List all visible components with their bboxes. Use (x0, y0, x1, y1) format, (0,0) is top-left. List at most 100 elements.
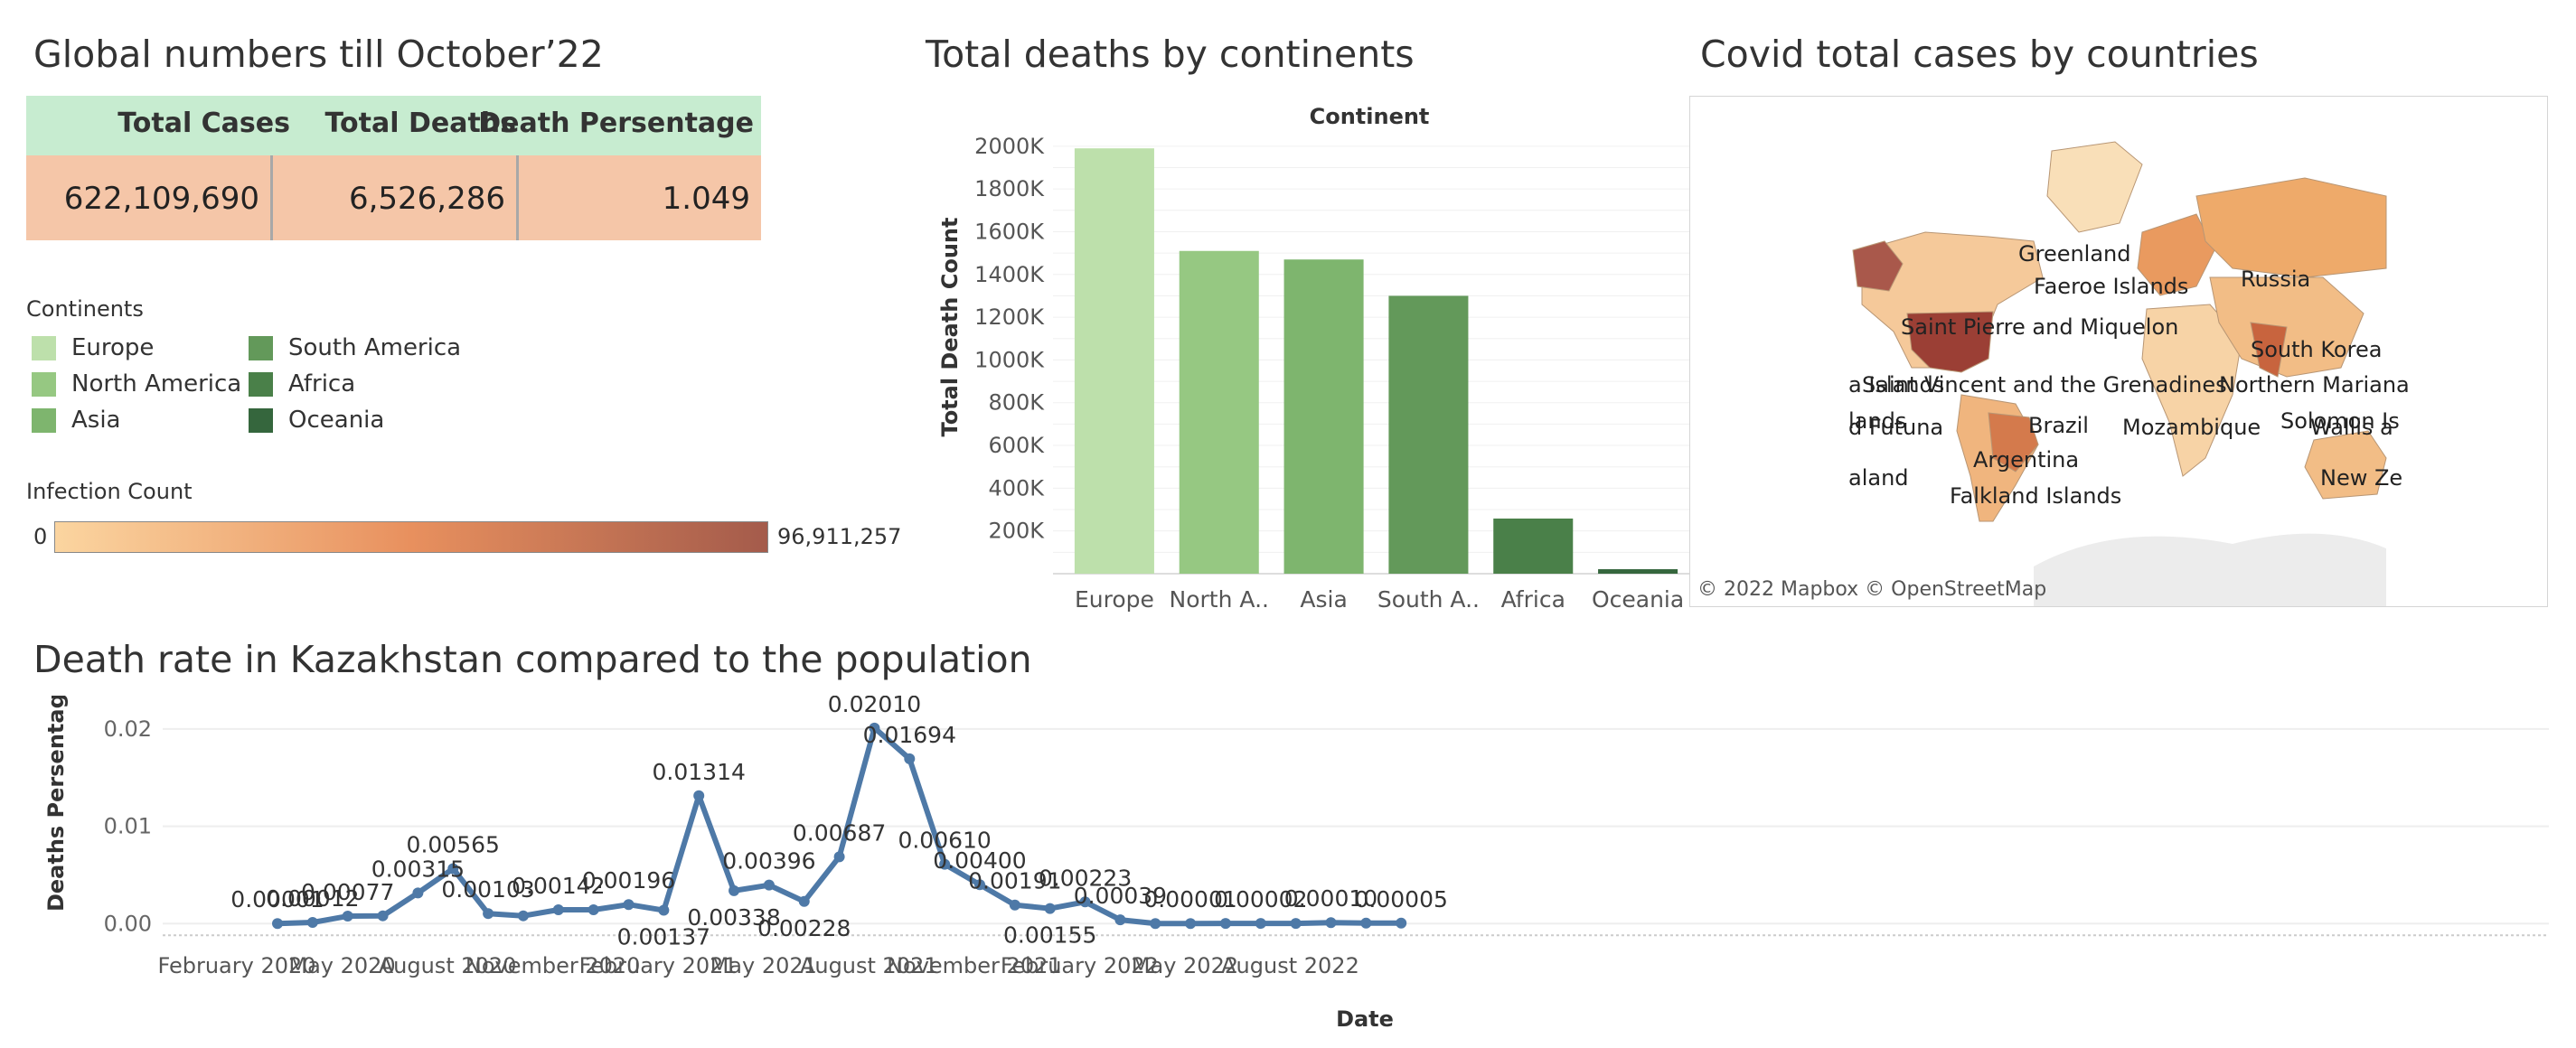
line-x-tick-label: May 2022 (1132, 953, 1238, 978)
line-point[interactable] (763, 879, 775, 891)
line-point[interactable] (306, 917, 318, 929)
line-x-tick-label: February 2021 (579, 953, 738, 978)
line-data-label: 0.00002 (1214, 886, 1307, 912)
line-data-label: 0.00565 (407, 831, 500, 857)
line-point[interactable] (1325, 917, 1337, 929)
line-x-tick-label: November 2021 (887, 953, 1062, 978)
greenland-shape (2046, 141, 2143, 233)
infection-min-label: 0 (33, 524, 48, 549)
line-x-tick-label: May 2020 (288, 953, 395, 978)
line-point[interactable] (693, 790, 705, 801)
line-point[interactable] (658, 904, 670, 916)
line-x-tick-label: August 2022 (1221, 953, 1359, 978)
bar-column-header: Continent (1310, 104, 1430, 129)
map-attribution[interactable]: © 2022 Mapbox © OpenStreetMap (1697, 578, 2047, 601)
line-point[interactable] (272, 918, 283, 930)
bar-gridlines (1053, 145, 1690, 575)
bar-y-tick-label: 1000K (974, 347, 1045, 372)
bar-y-tick-label: 600K (988, 433, 1045, 458)
line-point[interactable] (342, 911, 353, 922)
line-x-axis-label: Date (1336, 1006, 1394, 1032)
line-point[interactable] (1150, 918, 1161, 930)
line-point[interactable] (483, 908, 494, 920)
world-map[interactable]: Greenland Faeroe Islands Russia Saint Pi… (1689, 96, 2548, 607)
usa-shape (1906, 311, 1994, 373)
line-point[interactable] (1079, 896, 1091, 908)
deaths-by-continent-chart: 200K 400K 600K 800K 1000K 1200K 1400K 1600K 1800… (937, 104, 1690, 613)
line-y-axis-label: Deaths Persentage (43, 696, 69, 912)
line-point[interactable] (1044, 903, 1056, 914)
line-point[interactable] (1360, 917, 1372, 929)
line-point[interactable] (833, 851, 845, 863)
line-point[interactable] (552, 904, 564, 916)
line-point[interactable] (588, 904, 599, 916)
map-label-northern-mariana: Northern Mariana (2219, 372, 2410, 398)
line-data-label: 0.00137 (617, 924, 710, 950)
line-point[interactable] (1009, 899, 1020, 911)
bar-y-tick-label: 400K (988, 475, 1045, 501)
bar-y-axis-label: Total Death Count (937, 218, 963, 437)
line-point[interactable] (623, 899, 635, 911)
line-data-label: 0.00005 (1355, 886, 1448, 912)
line-data-label: 0.00155 (1003, 922, 1096, 949)
line-point[interactable] (904, 753, 916, 764)
line-point[interactable] (412, 887, 424, 899)
bar-asia[interactable] (1283, 259, 1364, 574)
line-point[interactable] (517, 910, 529, 922)
line-point[interactable] (1396, 917, 1407, 929)
brazil-shape (1988, 412, 2039, 473)
map-label-wallis: Wallis a (2310, 415, 2393, 440)
line-data-label: 0.00196 (582, 867, 675, 894)
legend-label: South America (288, 334, 462, 361)
line-point[interactable] (447, 863, 459, 875)
bar-x-tick-label: Oceania (1592, 586, 1684, 613)
bar-north-a-[interactable] (1179, 250, 1259, 574)
line-point[interactable] (377, 910, 389, 922)
bar-x-tick-label: Europe (1075, 586, 1154, 613)
line-data-label: 0.00103 (441, 876, 534, 903)
line-point[interactable] (939, 858, 951, 870)
legend-swatch (249, 372, 273, 397)
map-label-solomon-islands: Solomon Is (2280, 408, 2400, 434)
bar-y-tick-label: 1800K (974, 176, 1045, 201)
bar-europe[interactable] (1074, 148, 1154, 574)
kpi-header-death-percentage: Death Persentage (478, 108, 754, 139)
line-point[interactable] (1255, 918, 1266, 930)
kazakhstan-death-rate-title: Death rate in Kazakhstan compared to the… (33, 638, 1032, 681)
legend-swatch (249, 408, 273, 433)
line-x-tick-label: August 2020 (379, 953, 517, 978)
bar-africa[interactable] (1493, 518, 1574, 574)
map-label-russia: Russia (2241, 267, 2311, 292)
bar-x-tick-label: Africa (1501, 586, 1565, 613)
line-point[interactable] (729, 884, 740, 896)
kpi-value-total-deaths: 6,526,286 (348, 181, 505, 217)
bar-oceania[interactable] (1598, 569, 1678, 574)
line-data-label: 0.00400 (933, 847, 1026, 874)
line-y-tick-label: 0.00 (104, 911, 152, 936)
line-data-label: 0.00223 (1039, 865, 1132, 891)
world-map-canvas (1848, 133, 2387, 606)
line-point[interactable] (869, 722, 880, 734)
legend-label: Africa (288, 370, 356, 398)
line-point[interactable] (1114, 914, 1126, 926)
line-data-label: 0.00077 (301, 879, 394, 905)
bar-south-a-[interactable] (1388, 295, 1469, 574)
legend-swatch (32, 336, 56, 360)
legend-swatch (249, 336, 273, 360)
line-point[interactable] (974, 879, 985, 891)
line-point[interactable] (1290, 918, 1302, 930)
map-label-futuna: d Futuna (1848, 415, 1944, 440)
line-point[interactable] (798, 895, 810, 907)
line-point[interactable] (1185, 918, 1197, 930)
global-numbers-title: Global numbers till October’22 (33, 33, 604, 76)
kpi-value-total-cases: 622,109,690 (63, 181, 259, 217)
map-label-saint-pierre: Saint Pierre and Miquelon (1901, 314, 2179, 340)
line-data-label: 0.02010 (828, 696, 921, 717)
legend-label: Asia (71, 407, 121, 434)
continents-legend-title: Continents (26, 296, 144, 322)
line-data-label: 0.00142 (512, 873, 605, 899)
map-label-new-zealand: New Ze (2320, 465, 2403, 491)
line-point[interactable] (1219, 918, 1231, 930)
line-x-tick-label: February 2022 (1001, 953, 1159, 978)
